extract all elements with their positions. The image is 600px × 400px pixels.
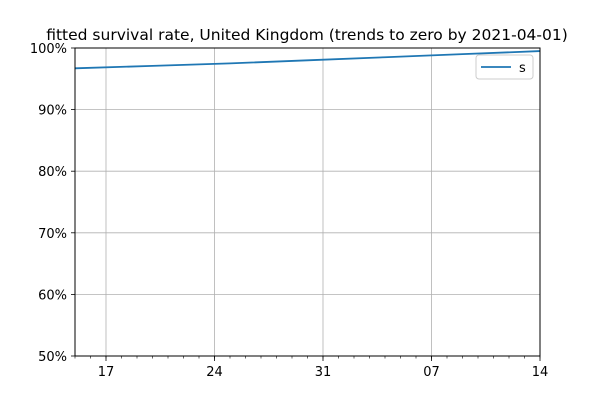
axes <box>74 47 541 357</box>
x-tick-label: 31 <box>315 365 332 380</box>
x-axis-ticks: 17 24 31 07 14 <box>74 356 549 380</box>
grid-lines <box>75 47 541 357</box>
y-tick-label: 50% <box>38 350 67 365</box>
x-tick-label: 24 <box>206 365 223 380</box>
y-tick-label: 70% <box>38 227 67 242</box>
y-tick-label: 90% <box>38 104 67 119</box>
y-tick-label: 100% <box>30 42 67 57</box>
x-tick-label: 17 <box>98 365 115 380</box>
x-tick-label: 07 <box>423 365 440 380</box>
x-tick-label: 14 <box>532 365 549 380</box>
legend: s <box>475 54 534 80</box>
y-axis-ticks: 50% 60% 70% 80% 90% 100% <box>30 42 75 365</box>
chart-title: fitted survival rate, United Kingdom (tr… <box>46 26 568 44</box>
y-tick-label: 80% <box>38 165 67 180</box>
series-lines <box>74 50 541 70</box>
plot-frame <box>74 47 541 357</box>
y-tick-label: 60% <box>38 288 67 303</box>
legend-label-s: s <box>519 61 526 76</box>
series-line-s <box>74 50 541 70</box>
